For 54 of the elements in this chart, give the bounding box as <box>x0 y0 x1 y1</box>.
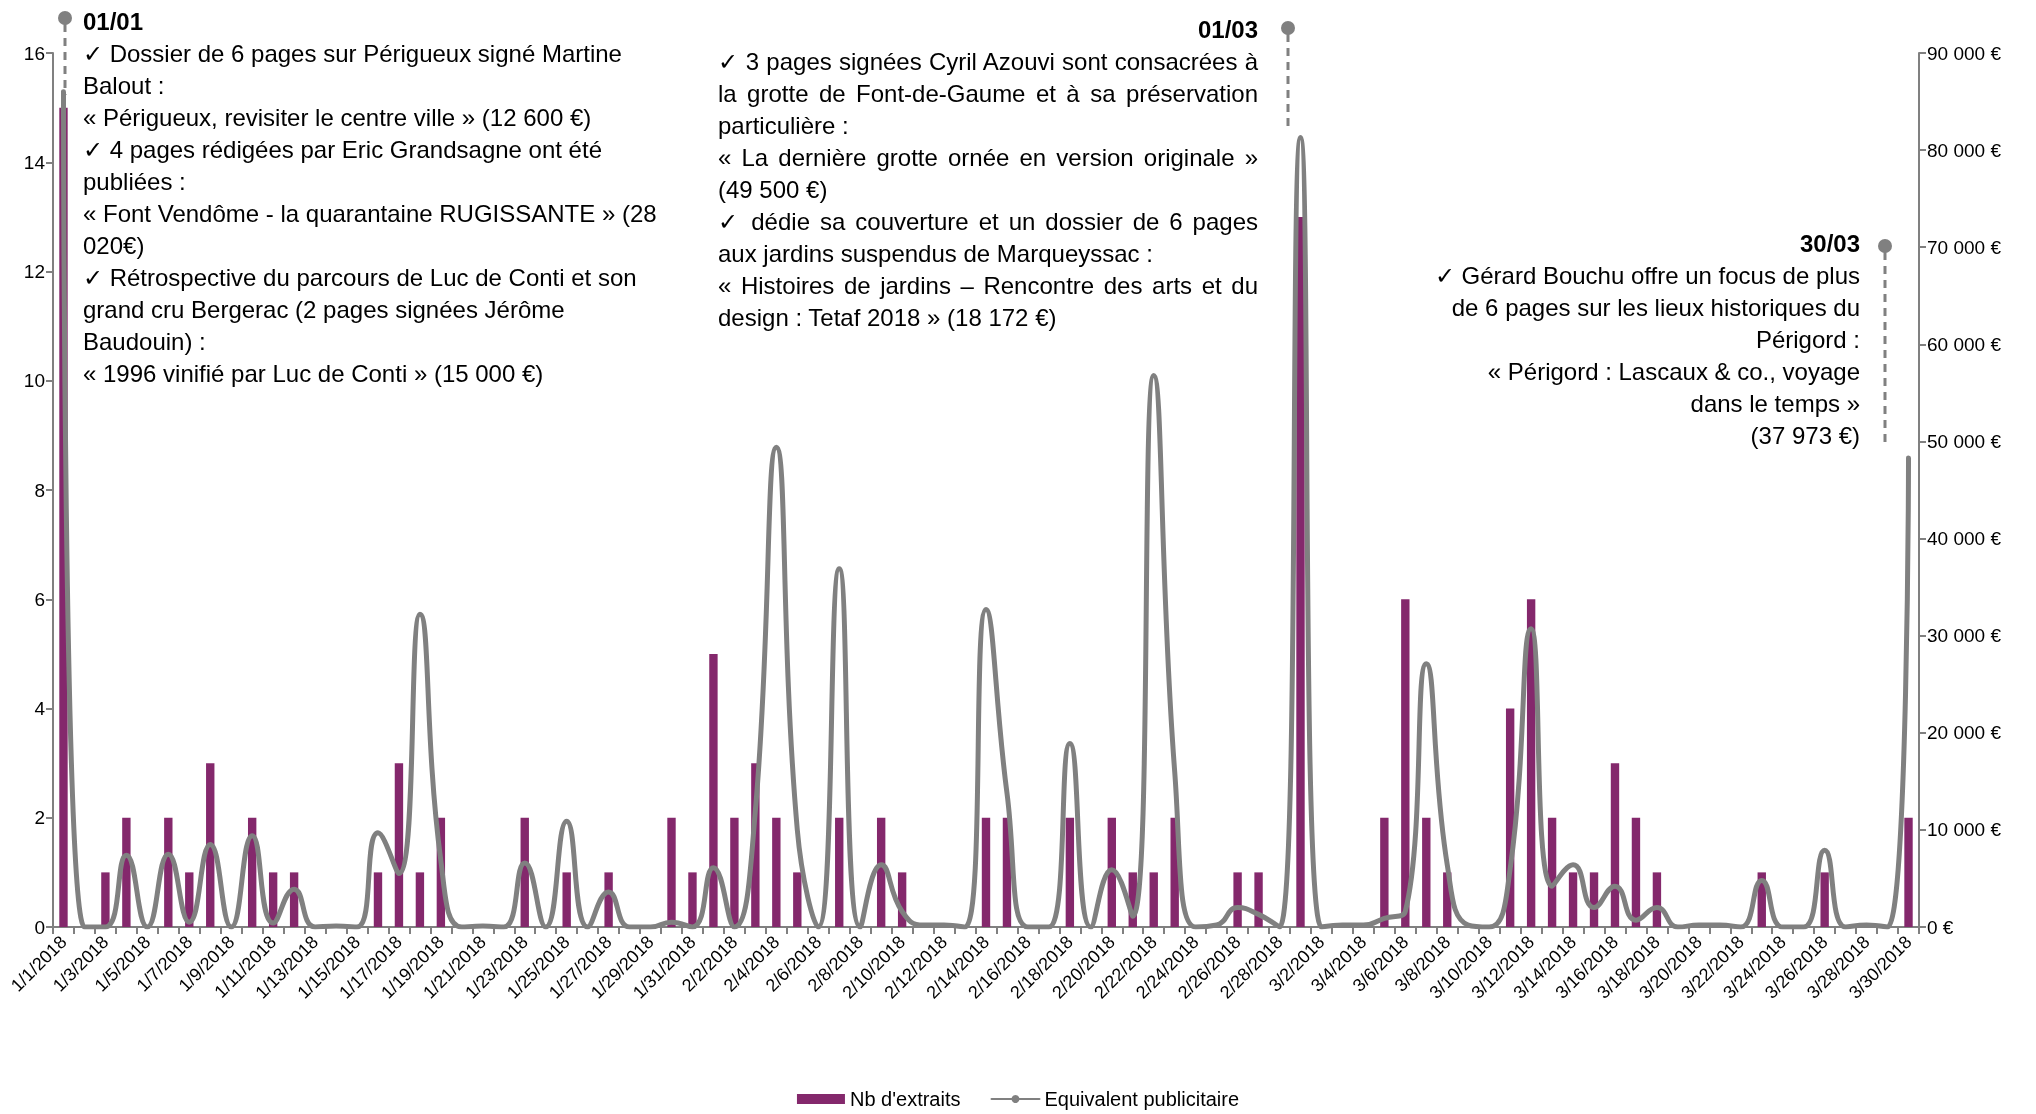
y2-tick-label: 50 000 € <box>1927 430 2002 452</box>
y2-tick-label: 90 000 € <box>1927 42 2002 64</box>
bar <box>415 872 425 927</box>
bar <box>164 817 173 927</box>
y2-tick-label: 20 000 € <box>1927 722 2002 744</box>
text: 01/03 ✓ 3 pages signées Cyril Azouvi sont consacrées à la grotte de Font-de-Gaume et à sa préservation particulière : « La dernière grotte ornée en version originale » (49 500 €) ✓ dédie sa couverture et un dossier de 6 pages aux jardins suspendus de Marqueyssac : « Histoires de jardins – Rencontre des arts et du design : Tetaf 2018 » (18 172 €) <box>718 16 1258 331</box>
bar <box>730 817 739 927</box>
bar <box>373 872 383 927</box>
annotation: 30/03 ✓ Gérard Bouchu offre un focus de plus de 6 pages sur les lieux historiques du Périgord : « Périgord : Lascaux & co., voyage dans le temps » (37 973 €) <box>1433 229 1860 451</box>
y-tick-label: 16 <box>23 42 45 64</box>
bar <box>1631 817 1641 927</box>
y2-tick-label: 0 € <box>1927 916 1954 938</box>
bar <box>562 872 571 927</box>
y-tick-label: 14 <box>23 151 46 173</box>
legend-label: Equivalent publicitaire <box>1044 1088 1240 1110</box>
bar <box>793 872 802 927</box>
text: 01/01 ✓ Dossier de 6 pages sur Périgueux signé Martine Balout : « Périgueux, revisiter le centre ville » (12 600 €) ✓ 4 pages rédigées par Eric Grandsagne ont été publiées : « Font Vendôme - la quarantaine RUGISSANTE » (28 020€) ✓ Rétrospective du parcours de Luc de Conti et son grand cru Bergerac (2 pages signées Jérôme Baudouin) : « 1996 vinifié par Luc de Conti » (15 000 €) <box>83 8 657 387</box>
bar <box>1904 817 1913 927</box>
y-tick-label: 10 <box>23 370 45 392</box>
bar <box>394 763 404 927</box>
bar <box>1610 763 1620 927</box>
y-tick-label: 4 <box>34 698 46 719</box>
y-tick-label: 8 <box>34 479 45 501</box>
y2-tick-label: 10 000 € <box>1927 819 2002 841</box>
y2-tick-label: 60 000 € <box>1927 333 2002 355</box>
bar <box>667 817 676 927</box>
bar <box>1149 872 1158 927</box>
bar <box>1254 872 1263 927</box>
bar <box>1065 817 1075 927</box>
y2-tick-label: 70 000 € <box>1927 236 2002 258</box>
bar <box>709 653 718 927</box>
bar <box>1820 872 1829 927</box>
bar <box>101 872 110 927</box>
bar <box>1568 872 1578 927</box>
bar <box>772 817 781 927</box>
bar <box>688 872 697 927</box>
legend-label: Nb d'extraits <box>849 1088 961 1110</box>
bar <box>1422 817 1431 927</box>
bar <box>981 817 991 927</box>
bar <box>1233 872 1242 927</box>
y2-tick-label: 80 000 € <box>1927 139 2002 161</box>
y2-tick-label: 40 000 € <box>1927 528 2002 550</box>
y-tick-label: 12 <box>23 261 45 282</box>
bar <box>122 817 131 927</box>
y-tick-label: 2 <box>34 807 45 829</box>
bar <box>835 817 844 927</box>
y-tick-label: 6 <box>34 588 45 610</box>
bar <box>206 763 215 927</box>
bar <box>876 817 886 927</box>
y-tick-label: 0 <box>34 916 45 938</box>
bar <box>1401 599 1410 927</box>
y2-tick-label: 30 000 € <box>1927 625 2002 647</box>
bar <box>1380 817 1389 927</box>
bar <box>1107 817 1116 927</box>
